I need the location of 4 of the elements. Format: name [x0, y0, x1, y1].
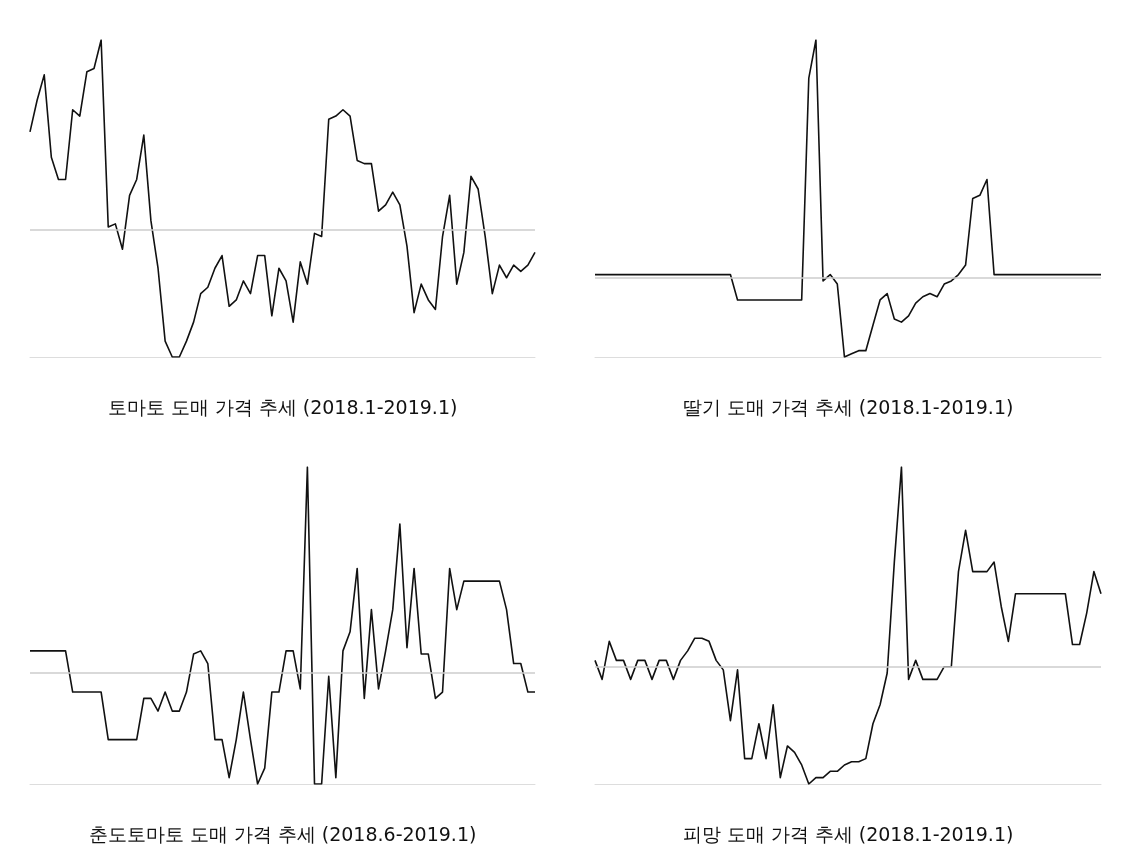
text: 춘도토마토 도매 가격 추세 (2018.6-2019.1)	[88, 822, 477, 845]
text: 토마토 도매 가격 추세 (2018.1-2019.1)	[107, 395, 458, 418]
text: 피망 도매 가격 추세 (2018.1-2019.1)	[682, 822, 1014, 845]
text: 딸기 도매 가격 추세 (2018.1-2019.1)	[682, 395, 1014, 418]
